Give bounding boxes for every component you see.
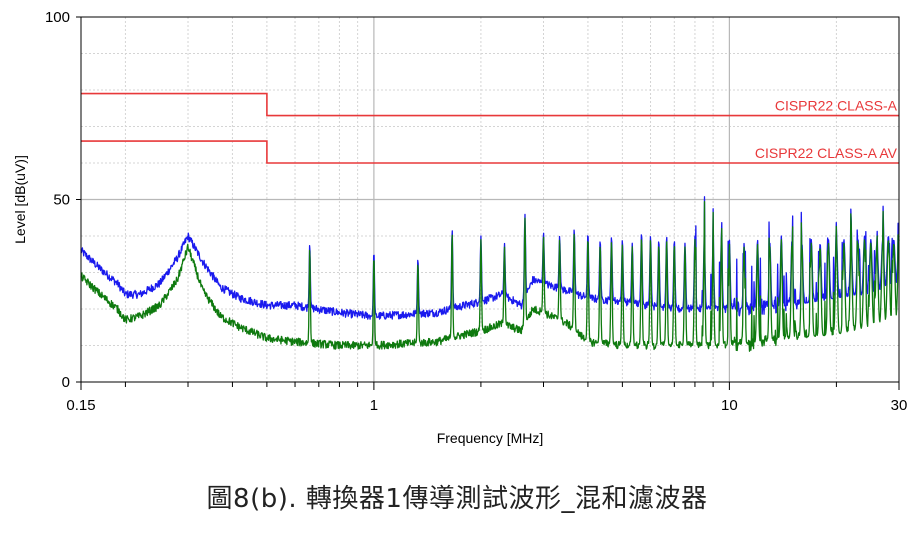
limit-layer: CISPR22 CLASS-A CISPR22 CLASS-A AV	[81, 92, 899, 164]
y-tick-label: 50	[53, 192, 70, 209]
y-tick-labels: 0 50 100	[45, 9, 81, 391]
x-tick-labels: 0.15 1 10 30	[66, 397, 907, 414]
x-tick-label: 30	[891, 397, 908, 414]
series-layer	[80, 196, 900, 352]
y-axis-label: Level [dB(uV)]	[12, 155, 28, 244]
x-tick-marks	[80, 382, 900, 390]
limit-label: CISPR22 CLASS-A AV	[755, 145, 898, 161]
av-trace	[80, 200, 900, 352]
y-tick-label: 100	[45, 9, 70, 26]
x-tick-label: 1	[370, 397, 378, 414]
limit-line	[81, 140, 899, 164]
y-tick-label: 0	[62, 374, 70, 391]
limit-line	[81, 92, 899, 117]
figure-caption: 圖8(b). 轉換器1傳導測試波形_混和濾波器	[206, 484, 708, 514]
x-tick-label: 0.15	[66, 397, 95, 414]
x-axis-label: Frequency [MHz]	[437, 430, 544, 446]
emi-chart: CISPR22 CLASS-A CISPR22 CLASS-A AV 0.15 1 1…	[12, 9, 907, 446]
qp-trace	[80, 196, 900, 320]
major-grid	[81, 17, 899, 382]
minor-grid	[81, 17, 899, 382]
limit-label: CISPR22 CLASS-A	[775, 98, 898, 114]
x-tick-label: 10	[721, 397, 738, 414]
